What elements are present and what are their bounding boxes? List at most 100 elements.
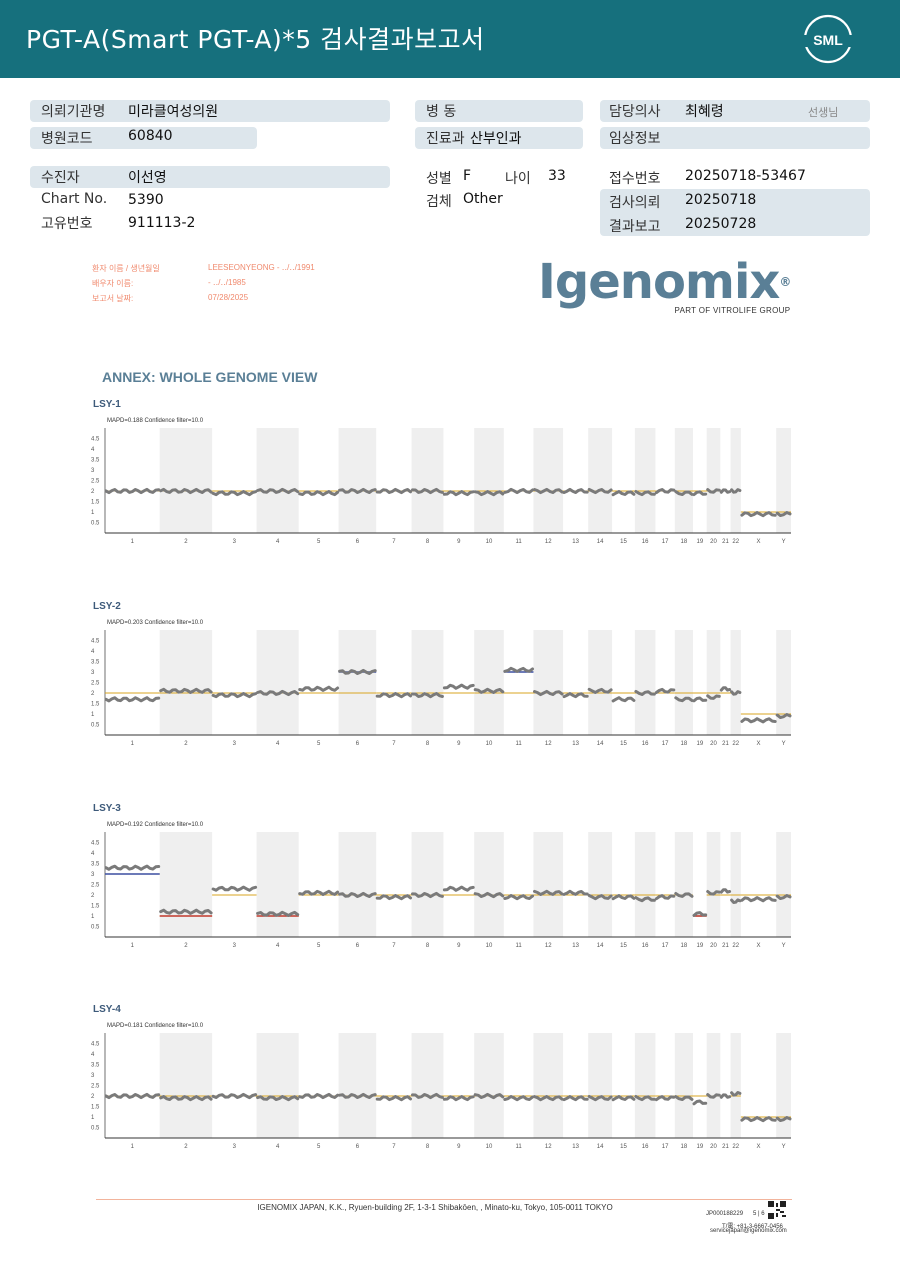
copy-number-trace (730, 898, 742, 904)
report-title: PGT-A(Smart PGT-A)*5 검사결과보고서 (26, 25, 485, 54)
footer-address: IGENOMIX JAPAN, K.K., Ryuen-building 2F,… (257, 1203, 613, 1212)
specimen-value: Other (463, 191, 503, 207)
x-tick-label: 7 (392, 943, 396, 949)
x-tick-label: 16 (642, 741, 649, 747)
chromosome-band (474, 832, 504, 937)
y-tick-label: 4.5 (91, 639, 100, 645)
x-tick-label: 22 (732, 741, 739, 747)
x-tick-label: 16 (642, 943, 649, 949)
copy-number-trace (298, 889, 340, 896)
dept-label: 진료과 (426, 131, 465, 147)
chromosome-band (776, 832, 791, 937)
qr-code-icon (768, 1201, 786, 1219)
x-tick-label: 11 (516, 539, 523, 545)
copy-number-trace (104, 696, 161, 703)
x-tick-label: 22 (732, 1144, 739, 1150)
x-tick-label: 13 (572, 539, 579, 545)
report-date-label: 보고서 날짜: (92, 294, 134, 303)
chromosome-band (706, 428, 721, 533)
y-tick-label: 3 (91, 872, 95, 878)
x-tick-label: 14 (597, 943, 604, 949)
ward-label: 병 동 (426, 104, 457, 120)
chromosome-band (674, 630, 693, 735)
copy-number-trace (611, 894, 636, 901)
y-tick-label: 2 (91, 1094, 95, 1100)
footer-doc-code: JP000188229 (706, 1211, 744, 1217)
chromosome-band (256, 630, 299, 735)
chart-lsy-3: LSY-3 MAPD=0.192 Confidence filter=10.0 4.… (88, 798, 798, 958)
chromosome-band (634, 1033, 656, 1138)
x-tick-label: 12 (545, 1144, 552, 1150)
x-tick-label: 10 (486, 943, 493, 949)
x-tick-label: 2 (184, 1144, 188, 1150)
chromosome-band (338, 630, 377, 735)
chart-svg: LSY-1 MAPD=0.188 Confidence filter=10.0 4.… (91, 399, 792, 545)
copy-number-trace (654, 687, 676, 694)
copy-number-trace (587, 894, 613, 901)
sml-logo: SML (803, 14, 853, 64)
clinical-bar (600, 127, 870, 149)
y-tick-label: 4 (91, 447, 95, 453)
x-tick-label: 2 (184, 741, 188, 747)
chromosome-band (411, 630, 444, 735)
x-tick-label: 7 (392, 539, 396, 545)
y-tick-label: 3 (91, 468, 95, 474)
x-tick-label: 5 (317, 1144, 321, 1150)
copy-number-trace (587, 687, 613, 694)
x-tick-label: 12 (545, 943, 552, 949)
copy-number-trace (473, 687, 505, 694)
chromosome-band (706, 832, 721, 937)
x-tick-label: 15 (620, 539, 627, 545)
copy-number-trace (730, 1091, 742, 1097)
copy-number-trace (411, 487, 444, 495)
copy-number-trace (692, 1099, 708, 1106)
y-tick-label: 4.5 (91, 841, 100, 847)
patient-bar (30, 166, 390, 188)
chromosome-band (634, 832, 656, 937)
receipt-value: 20250718-53467 (685, 168, 806, 184)
x-tick-label: 6 (356, 943, 360, 949)
chromosome-band (706, 1033, 721, 1138)
x-tick-label: 3 (233, 539, 237, 545)
copy-number-trace (562, 889, 589, 896)
request-report-bar (600, 189, 870, 236)
chromosome-band (776, 1033, 791, 1138)
copy-number-trace (503, 666, 534, 673)
x-tick-label: Y (782, 943, 786, 949)
institution-label: 의뢰기관명 (41, 104, 106, 120)
chart-svg: LSY-4 MAPD=0.181 Confidence filter=10.0 4.… (91, 1004, 792, 1150)
copy-number-trace (411, 891, 444, 899)
partner-label: 배우자 이름: (92, 279, 134, 288)
chromosome-band (411, 832, 444, 937)
chromosome-band (674, 428, 693, 533)
x-tick-label: 8 (426, 741, 430, 747)
x-tick-label: 9 (457, 539, 461, 545)
doctor-bar (600, 100, 870, 122)
copy-number-trace (256, 487, 300, 495)
copy-number-trace (211, 490, 258, 497)
chart-title: LSY-3 (93, 803, 121, 814)
y-tick-label: 4 (91, 851, 95, 857)
x-tick-label: 2 (184, 539, 188, 545)
doctor-suffix: 선생님 (808, 106, 839, 119)
x-tick-label: X (757, 943, 761, 949)
x-tick-label: 1 (131, 943, 135, 949)
y-tick-label: 3.5 (91, 1063, 100, 1069)
chart-subtitle: MAPD=0.188 Confidence filter=10.0 (107, 418, 204, 424)
chromosome-band (730, 1033, 741, 1138)
x-tick-label: 11 (516, 741, 523, 747)
copy-number-trace (775, 511, 792, 517)
x-tick-label: 9 (457, 741, 461, 747)
x-tick-label: 20 (710, 1144, 717, 1150)
chromosome-band (159, 630, 213, 735)
y-tick-label: 0.5 (91, 925, 100, 931)
x-tick-label: 6 (356, 1144, 360, 1150)
copy-number-trace (442, 490, 475, 497)
chart-lsy-4: LSY-4 MAPD=0.181 Confidence filter=10.0 4.… (88, 999, 798, 1159)
y-tick-label: 1.5 (91, 500, 100, 506)
y-tick-label: 4 (91, 1052, 95, 1058)
chromosome-band (588, 428, 613, 533)
x-tick-label: 19 (696, 1144, 703, 1150)
chart-title: LSY-4 (93, 1004, 121, 1015)
x-tick-label: 21 (722, 539, 729, 545)
